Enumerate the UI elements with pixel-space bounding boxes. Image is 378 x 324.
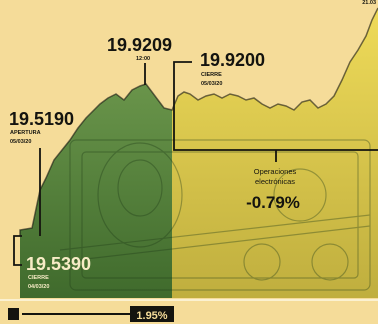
leader-cierre-prev — [13, 235, 22, 266]
bottom-change-value: 1.95% — [136, 310, 167, 322]
label-cierre-value: 19.9200 — [200, 50, 265, 70]
label-prev-name: CIERRE — [28, 275, 49, 281]
label-apertura-date: 05/03/20 — [10, 139, 31, 145]
electronic-label-line1: Operaciones — [254, 167, 297, 176]
area-outline — [19, 7, 378, 236]
electronic-label-line2: electrónicas — [255, 177, 295, 186]
electronic-change-value: -0.79% — [246, 193, 300, 212]
label-noon-value: 19.9209 — [107, 35, 172, 55]
label-prev-date: 04/03/20 — [28, 284, 49, 290]
label-cierre-name: CIERRE — [201, 72, 222, 78]
label-apertura-name: APERTURA — [10, 130, 41, 136]
label-cierre-date: 05/03/20 — [201, 81, 222, 87]
bottom-change-bar: 1.95% — [8, 306, 174, 322]
label-prev-value: 19.5390 — [26, 254, 91, 274]
label-noon-time: 12:00 — [136, 56, 150, 62]
top-right-value: 21.03 — [362, 0, 376, 6]
label-apertura-value: 19.5190 — [9, 109, 74, 129]
